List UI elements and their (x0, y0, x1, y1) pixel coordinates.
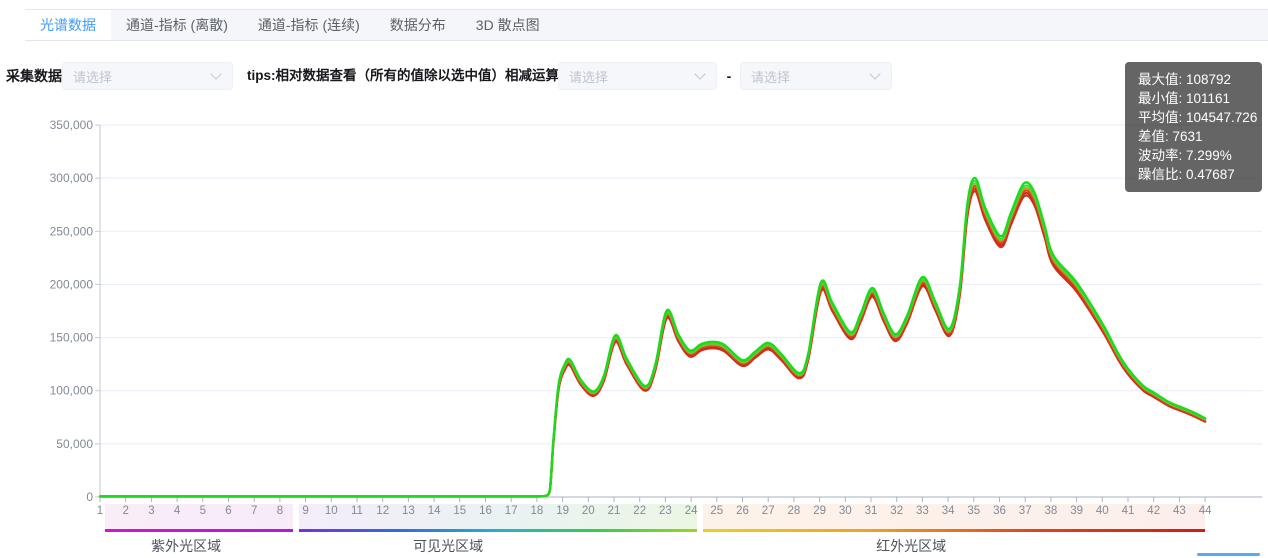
spectrum-region-band (703, 504, 1206, 529)
collect-data-select-placeholder: 请选择 (73, 69, 113, 85)
subtract-select-a[interactable]: 请选择 (558, 62, 717, 90)
spectrum-region-label: 红外光区域 (876, 538, 947, 554)
bottom-scroll-indicator[interactable] (1197, 553, 1260, 556)
tips-text: tips:相对数据查看（所有的值除以选中值）相减运算 (247, 68, 559, 83)
spectrum-region-label: 紫外光区域 (151, 538, 222, 554)
stat-row: 波动率: 7.299% (1138, 148, 1232, 163)
svg-text:1: 1 (97, 505, 103, 517)
spectrum-region-band (299, 504, 697, 529)
subtract-select-a-placeholder: 请选择 (569, 69, 609, 85)
spectrum-region-label: 可见光区域 (413, 538, 484, 554)
collect-data-label: 采集数据: (6, 68, 67, 84)
svg-text:50,000: 50,000 (56, 437, 93, 451)
stat-row: 躁信比: 0.47687 (1138, 167, 1235, 182)
spectrum-region-underline (299, 529, 697, 532)
tab-3[interactable]: 通道-指标 (连续) (257, 17, 360, 33)
minus-sign: - (726, 68, 732, 84)
subtract-select-b-placeholder: 请选择 (751, 69, 791, 85)
collect-data-select[interactable]: 请选择 (62, 62, 233, 90)
svg-text:200,000: 200,000 (50, 277, 94, 291)
stat-row: 最大值: 108792 (1138, 72, 1232, 87)
tab-1[interactable]: 光谱数据 (25, 10, 111, 40)
spectrum-region-underline (703, 529, 1206, 532)
stat-row: 最小值: 101161 (1138, 91, 1231, 106)
svg-text:250,000: 250,000 (50, 224, 94, 238)
svg-text:350,000: 350,000 (50, 118, 94, 132)
svg-text:100,000: 100,000 (50, 384, 94, 398)
chevron-down-icon (869, 68, 881, 80)
tab-2[interactable]: 通道-指标 (离散) (126, 17, 228, 33)
svg-text:300,000: 300,000 (50, 171, 94, 185)
tab-4[interactable]: 数据分布 (389, 17, 446, 33)
stat-row: 平均值: 104547.726 (1138, 110, 1258, 125)
stat-row: 差值: 7631 (1138, 129, 1203, 144)
spectrum-region-underline (105, 529, 294, 532)
svg-text:150,000: 150,000 (50, 331, 94, 345)
svg-text:0: 0 (86, 490, 93, 504)
spectrum-region-band (105, 504, 294, 529)
tab-bar: 光谱数据 通道-指标 (离散) 通道-指标 (连续) 数据分布 3D 散点图 (25, 9, 1268, 41)
subtract-select-b[interactable]: 请选择 (740, 62, 892, 90)
tab-5[interactable]: 3D 散点图 (475, 17, 540, 33)
chevron-down-icon (694, 68, 706, 80)
chevron-down-icon (210, 68, 222, 80)
stats-panel: 最大值: 108792 最小值: 101161 平均值: 104547.726 差值:… (1125, 62, 1262, 192)
